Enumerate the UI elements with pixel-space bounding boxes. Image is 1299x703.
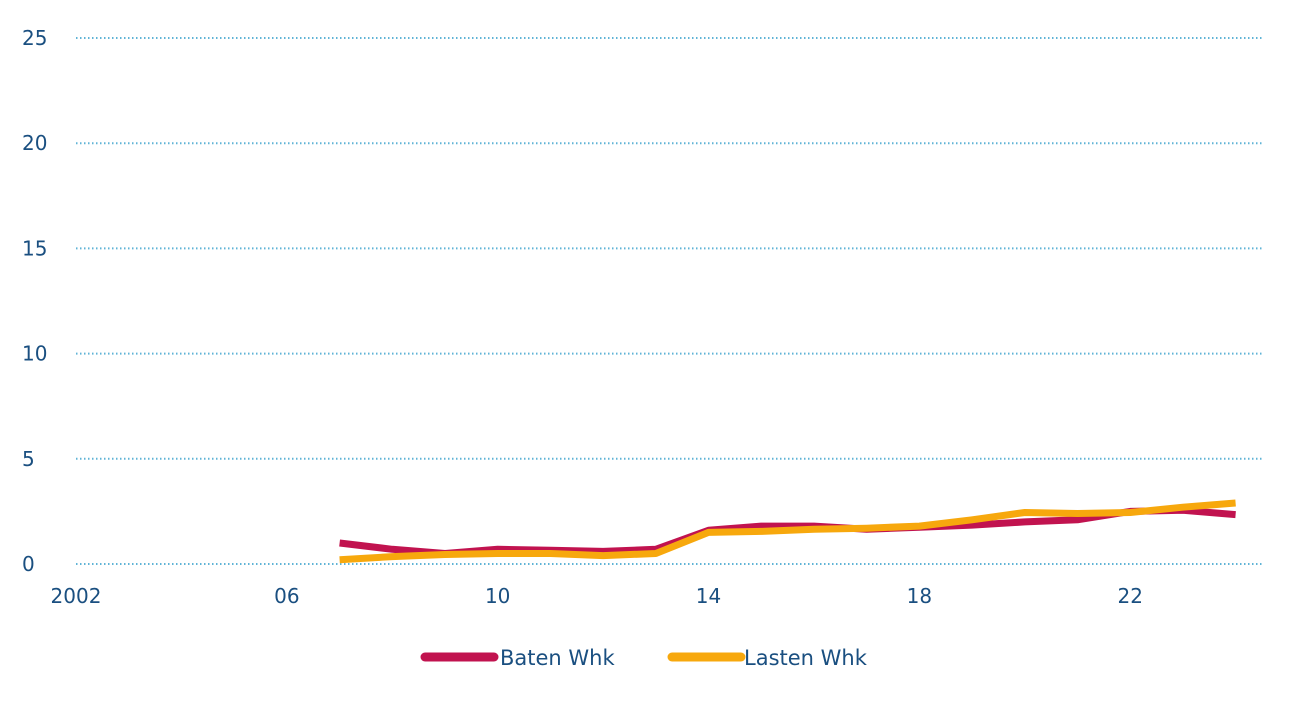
legend-label: Baten Whk [500,646,615,670]
series-lines [339,499,1236,564]
series-line-lasten-whk [339,499,1236,564]
x-tick-label: 2002 [51,584,102,608]
legend-label: Lasten Whk [744,646,868,670]
gridlines [76,37,1262,565]
x-tick-label: 14 [696,584,721,608]
x-tick-label: 18 [907,584,932,608]
y-tick-label: 25 [22,26,47,50]
y-tick-label: 20 [22,131,47,155]
x-tick-label: 10 [485,584,510,608]
x-axis-ticks: 2002 06 10 14 18 22 [51,584,1143,608]
y-tick-label: 0 [22,552,35,576]
y-axis-ticks: 0 5 10 15 20 25 [22,26,47,576]
x-tick-label: 06 [274,584,299,608]
y-tick-label: 10 [22,342,47,366]
y-tick-label: 15 [22,236,47,260]
x-tick-label: 22 [1117,584,1142,608]
series-line-baten-whk [339,506,1236,557]
legend: Baten Whk Lasten Whk [420,646,868,670]
y-tick-label: 5 [22,447,35,471]
